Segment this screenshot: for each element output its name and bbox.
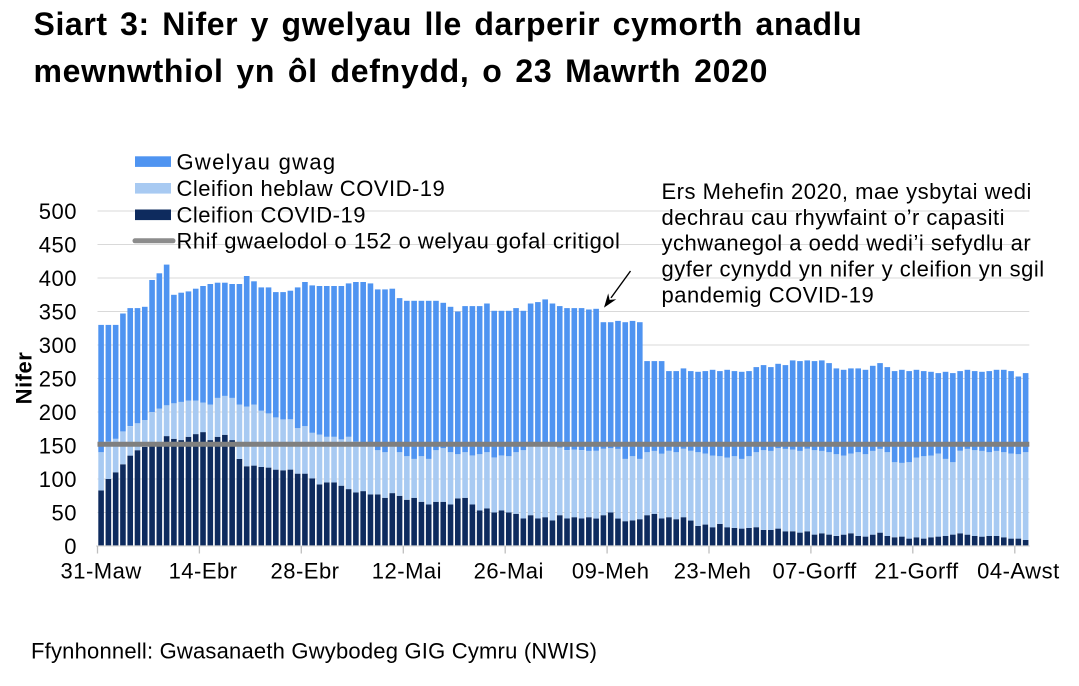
svg-text:26-Mai: 26-Mai bbox=[474, 559, 544, 584]
svg-text:500: 500 bbox=[39, 199, 77, 224]
svg-text:pandemig COVID-19: pandemig COVID-19 bbox=[662, 282, 875, 307]
svg-text:0: 0 bbox=[64, 534, 77, 559]
svg-text:350: 350 bbox=[39, 299, 77, 324]
svg-text:300: 300 bbox=[39, 333, 77, 358]
svg-text:50: 50 bbox=[52, 500, 77, 525]
svg-text:ychwanegol a oedd wedi’i sefyd: ychwanegol a oedd wedi’i sefydlu ar bbox=[662, 231, 1032, 256]
svg-text:200: 200 bbox=[39, 400, 77, 425]
svg-text:Nifer: Nifer bbox=[12, 352, 37, 405]
svg-text:23-Meh: 23-Meh bbox=[674, 559, 752, 584]
svg-text:250: 250 bbox=[39, 366, 77, 391]
svg-text:31-Maw: 31-Maw bbox=[60, 559, 141, 584]
svg-text:gyfer cynydd yn nifer y cleifi: gyfer cynydd yn nifer y cleifion yn sgil bbox=[662, 257, 1045, 282]
svg-text:21-Gorff: 21-Gorff bbox=[874, 559, 959, 584]
svg-text:mewnwthiol yn ôl defnydd, o 23: mewnwthiol yn ôl defnydd, o 23 Mawrth 20… bbox=[34, 53, 769, 89]
svg-text:12-Mai: 12-Mai bbox=[372, 559, 442, 584]
svg-text:Ers Mehefin 2020, mae ysbytai: Ers Mehefin 2020, mae ysbytai wedi bbox=[662, 179, 1032, 204]
svg-text:Cleifion COVID-19: Cleifion COVID-19 bbox=[177, 203, 366, 228]
svg-text:Gwelyau gwag: Gwelyau gwag bbox=[177, 149, 337, 174]
svg-text:450: 450 bbox=[39, 232, 77, 257]
svg-text:dechrau cau rhywfaint o’r capa: dechrau cau rhywfaint o’r capasiti bbox=[662, 205, 1006, 230]
svg-text:Rhif gwaelodol o 152 o welyau: Rhif gwaelodol o 152 o welyau gofal crit… bbox=[177, 229, 621, 254]
svg-text:14-Ebr: 14-Ebr bbox=[169, 559, 238, 584]
svg-text:07-Gorff: 07-Gorff bbox=[772, 559, 857, 584]
svg-text:04-Awst: 04-Awst bbox=[977, 559, 1060, 584]
svg-text:Ffynhonnell: Gwasanaeth Gwybod: Ffynhonnell: Gwasanaeth Gwybodeg GIG Cym… bbox=[31, 639, 597, 664]
svg-text:Cleifion heblaw COVID-19: Cleifion heblaw COVID-19 bbox=[177, 176, 446, 201]
svg-text:09-Meh: 09-Meh bbox=[572, 559, 650, 584]
svg-text:400: 400 bbox=[39, 266, 77, 291]
svg-text:150: 150 bbox=[39, 433, 77, 458]
svg-text:Siart 3: Nifer y gwelyau lle d: Siart 3: Nifer y gwelyau lle darperir cy… bbox=[34, 6, 863, 42]
svg-text:28-Ebr: 28-Ebr bbox=[270, 559, 339, 584]
svg-text:100: 100 bbox=[39, 467, 77, 492]
